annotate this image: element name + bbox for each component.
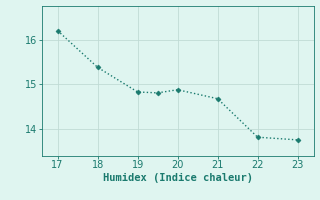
X-axis label: Humidex (Indice chaleur): Humidex (Indice chaleur) [103,173,252,183]
